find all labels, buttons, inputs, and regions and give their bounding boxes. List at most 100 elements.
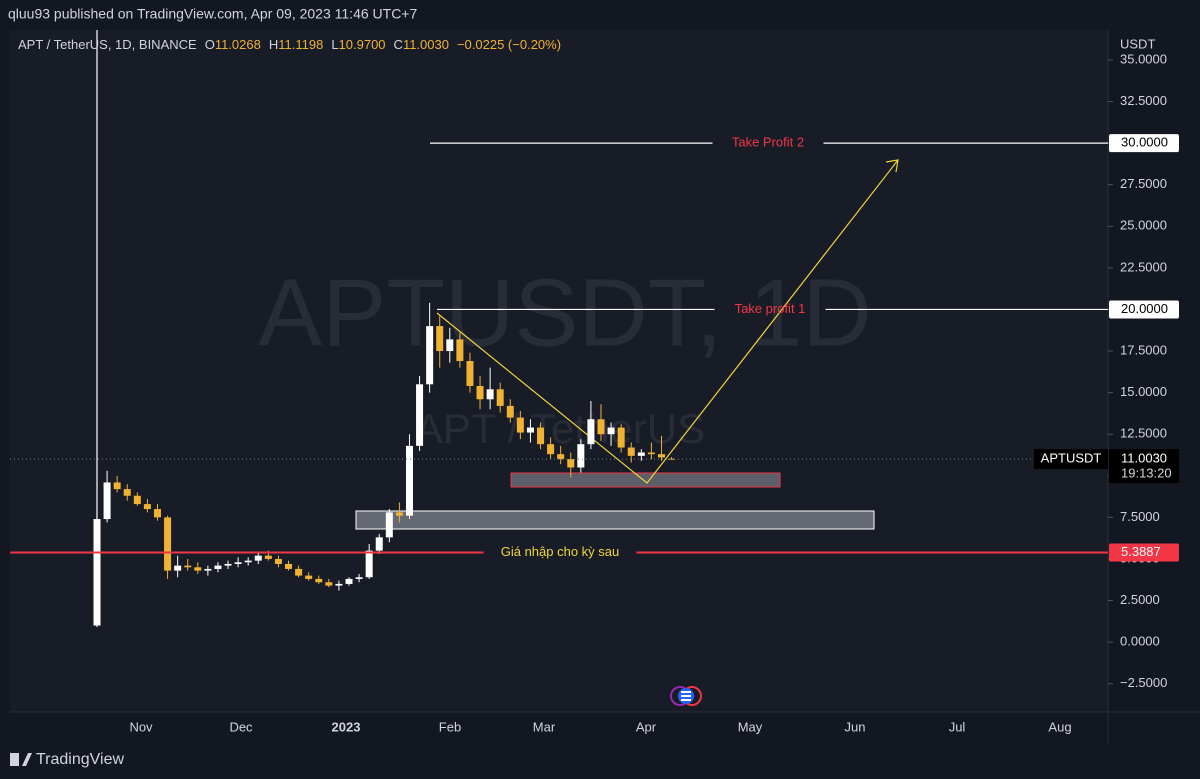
last-price-symbol: APTUSDT — [1041, 451, 1102, 466]
candle-body — [567, 459, 575, 468]
support-zone — [510, 472, 781, 488]
y-tick-label: 27.5000 — [1120, 176, 1167, 191]
candle-body — [537, 427, 545, 445]
candle-body — [577, 444, 585, 468]
y-tick-label: 22.5000 — [1120, 259, 1167, 274]
candle-body — [365, 550, 373, 578]
candle-body — [405, 445, 413, 516]
candle-body — [647, 452, 655, 455]
x-tick-label: Dec — [229, 719, 253, 734]
candle-body — [657, 454, 665, 458]
y-tick-label: 35.0000 — [1120, 51, 1167, 66]
candle-body — [557, 454, 565, 460]
candle-body — [295, 568, 303, 576]
candle-body — [174, 565, 182, 571]
price-box-label: 30.0000 — [1121, 135, 1168, 150]
candle-body — [285, 563, 293, 569]
x-tick-label: Feb — [439, 719, 461, 734]
candle-body — [93, 519, 101, 626]
candle-body — [617, 427, 625, 448]
legend-value: 11.0268 — [215, 37, 261, 52]
y-tick-label: 2.5000 — [1120, 592, 1160, 607]
y-tick-label: 12.5000 — [1120, 426, 1167, 441]
x-tick-label: Nov — [129, 719, 153, 734]
candle-body — [496, 389, 504, 406]
candle-body — [274, 558, 282, 564]
candle-body — [133, 495, 141, 505]
legend-key: H — [269, 37, 278, 52]
last-price-value: 11.0030 — [1121, 451, 1167, 466]
x-tick-label: Jun — [845, 719, 866, 734]
candle-body — [516, 417, 524, 433]
candle-body — [244, 560, 252, 563]
candle-body — [668, 458, 676, 460]
price-box — [1109, 543, 1179, 562]
candle-body — [254, 555, 262, 561]
candle-body — [395, 512, 403, 516]
last-price-tag — [1034, 449, 1108, 470]
price-box-label: 5.3887 — [1121, 544, 1161, 559]
candle-body — [164, 517, 172, 571]
legend-value: 11.1198 — [278, 37, 323, 52]
candle-body — [637, 452, 645, 456]
legend-value: 10.9700 — [339, 37, 386, 52]
y-tick-label: 25.0000 — [1120, 218, 1167, 233]
y-tick-label: 7.5000 — [1120, 509, 1160, 524]
candle-body — [153, 509, 161, 518]
event-icon — [670, 686, 702, 706]
logo — [10, 753, 32, 766]
level-label: Giá nhập cho kỳ sau — [501, 544, 620, 559]
brand: TradingView — [36, 751, 124, 768]
candle-body — [204, 568, 212, 571]
candle-body — [456, 339, 464, 362]
x-tick-label: May — [738, 719, 763, 734]
x-tick-label: 2023 — [332, 719, 361, 734]
candle-body — [607, 427, 615, 435]
candle-body — [476, 385, 484, 400]
last-price-box — [1109, 449, 1179, 484]
symbol: APT / TetherUS, 1D, BINANCE — [18, 37, 197, 52]
candle-body — [103, 482, 111, 520]
countdown: 19:13:20 — [1121, 466, 1172, 481]
candle-body — [446, 339, 454, 352]
legend-key: O — [205, 37, 215, 52]
x-tick-label: Aug — [1048, 719, 1071, 734]
candle-body — [486, 389, 494, 400]
y-tick-label: 32.5000 — [1120, 93, 1167, 108]
candle-body — [194, 567, 202, 571]
plot-area — [10, 30, 1108, 712]
trend-drawing — [436, 159, 899, 484]
y-tick-label: 15.0000 — [1120, 384, 1167, 399]
candle-body — [184, 565, 192, 568]
y-tick-label: −2.5000 — [1120, 675, 1167, 690]
candle-body — [466, 361, 474, 386]
watermark: APTUSDT, 1D — [258, 259, 871, 366]
header-bar — [0, 0, 1200, 30]
candle-body — [143, 504, 151, 510]
candle-body — [385, 512, 393, 538]
candle-body — [224, 563, 232, 566]
candle-body — [325, 582, 333, 586]
legend-key: C — [394, 37, 403, 52]
legend: APT / TetherUS, 1D, BINANCE O11.0268 H11.1… — [18, 37, 561, 52]
candle-body — [587, 419, 595, 445]
x-tick-label: Mar — [533, 719, 556, 734]
legend-change: −0.0225 (−0.20%) — [457, 37, 561, 52]
y-tick-label: 17.5000 — [1120, 342, 1167, 357]
x-tick-label: Apr — [636, 719, 657, 734]
arrow-head — [885, 159, 899, 173]
candle-body — [416, 384, 424, 446]
publisher: qluu93 published on TradingView.com, Apr… — [8, 6, 417, 22]
legend-key: L — [331, 37, 338, 52]
price-box-label: 20.0000 — [1121, 301, 1168, 316]
y-tick-label: 0.0000 — [1120, 634, 1160, 649]
candle-body — [305, 575, 313, 579]
level-label: Take Profit 2 — [732, 135, 804, 150]
candle-body — [627, 447, 635, 456]
candle-body — [123, 489, 131, 496]
candle-body — [597, 419, 605, 435]
candle-body — [113, 482, 121, 490]
candle-body — [436, 326, 444, 352]
